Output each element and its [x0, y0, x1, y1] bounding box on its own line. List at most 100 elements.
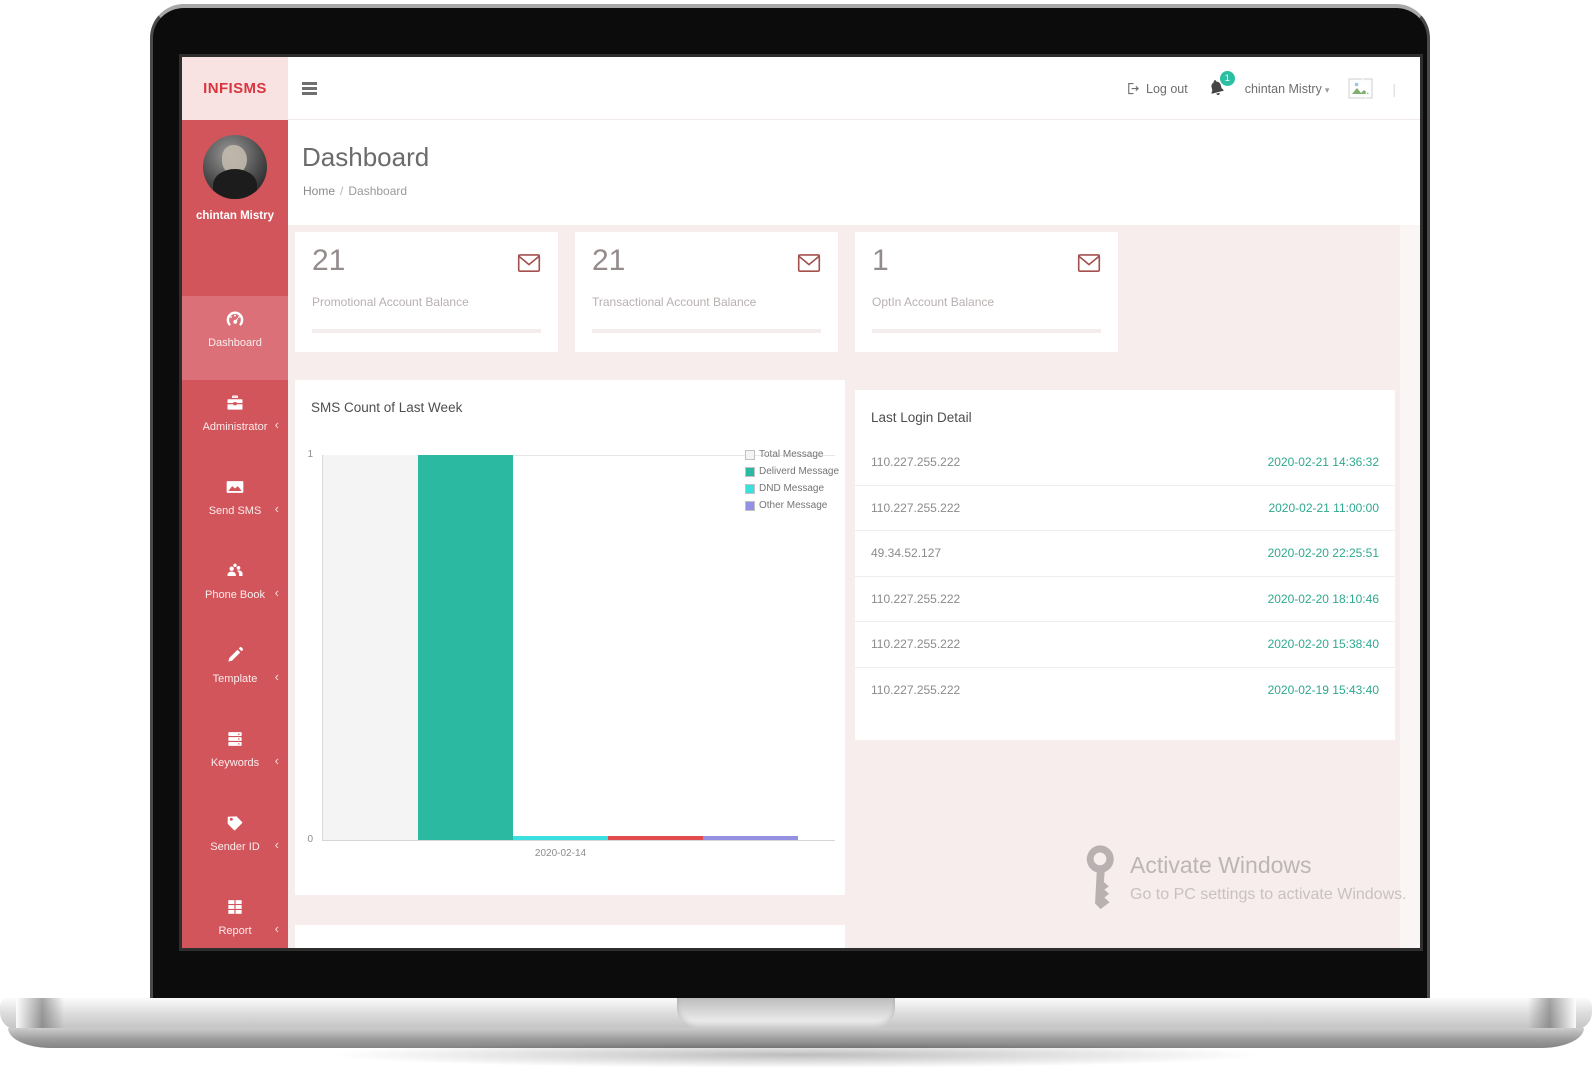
sidebar-item-administrator[interactable]: Administrator ‹	[182, 380, 288, 464]
brand-logo[interactable]: INFISMS	[182, 57, 288, 120]
notification-bell[interactable]: 1	[1207, 70, 1235, 100]
watermark-subtitle: Go to PC settings to activate Windows.	[1130, 886, 1407, 903]
login-row: 49.34.52.127 2020-02-20 22:25:51	[855, 531, 1395, 577]
legend-item-total-message[interactable]: Total Message	[745, 446, 839, 463]
legend-swatch	[745, 483, 755, 494]
sidebar-item-report[interactable]: Report ‹	[182, 884, 288, 948]
stat-card-value: 21	[592, 244, 626, 277]
legend-swatch	[745, 449, 755, 460]
sidebar-item-phone-book[interactable]: Phone Book ‹	[182, 548, 288, 632]
stat-card-transactional-account-balance: 21 Transactional Account Balance	[575, 232, 838, 352]
legend-item-dnd-message[interactable]: DND Message	[745, 480, 839, 497]
sidebar-item-sender-id[interactable]: Sender ID ‹	[182, 800, 288, 884]
y-tick-label: 0	[307, 834, 313, 845]
partial-card	[295, 925, 845, 948]
login-row: 110.227.255.222 2020-02-20 15:38:40	[855, 622, 1395, 668]
page-header: Dashboard Home / Dashboard	[288, 120, 1420, 225]
chart-bar-other-message	[703, 836, 798, 840]
login-ip: 110.227.255.222	[871, 500, 961, 515]
sidebar-item-dashboard[interactable]: Dashboard	[182, 296, 288, 380]
chevron-left-icon: ‹	[274, 417, 279, 432]
stat-card-progress-track	[592, 329, 821, 333]
topbar-divider: |	[1392, 80, 1396, 97]
login-row: 110.227.255.222 2020-02-21 14:36:32	[855, 440, 1395, 486]
login-row: 110.227.255.222 2020-02-19 15:43:40	[855, 668, 1395, 714]
key-icon	[1078, 844, 1122, 913]
sidebar-item-template[interactable]: Template ‹	[182, 632, 288, 716]
bell-icon	[1211, 79, 1224, 95]
x-tick-label: 2020-02-14	[534, 848, 587, 859]
sidebar-item-send-sms[interactable]: Send SMS ‹	[182, 464, 288, 548]
login-timestamp: 2020-02-20 18:10:46	[1267, 591, 1379, 606]
user-menu[interactable]: chintan Mistry ▾	[1245, 82, 1330, 96]
stat-card-optin-account-balance: 1 OptIn Account Balance	[855, 232, 1118, 352]
stat-card-label: OptIn Account Balance	[872, 295, 995, 309]
sidebar-item-label: Template	[212, 673, 258, 685]
sidebar-user-block: chintan Mistry	[182, 135, 288, 296]
briefcase-icon	[225, 393, 245, 416]
breadcrumb-separator: /	[340, 184, 344, 198]
legend-item-other-message[interactable]: Other Message	[745, 497, 839, 514]
login-ip: 110.227.255.222	[871, 455, 961, 470]
y-tick-label: 1	[307, 449, 313, 460]
sidebar-user-name: chintan Mistry	[196, 210, 274, 222]
server-icon	[225, 729, 245, 752]
login-rows: 110.227.255.222 2020-02-21 14:36:32 110.22…	[855, 440, 1395, 713]
breadcrumb: Home / Dashboard	[303, 184, 407, 198]
laptop-base-bottom	[8, 1028, 1584, 1048]
sidebar-item-label: Phone Book	[205, 589, 265, 601]
user-avatar	[203, 135, 267, 199]
gauge-icon	[225, 309, 245, 332]
envelope-outline-icon	[796, 250, 822, 279]
envelope-icon	[225, 477, 245, 500]
chevron-down-icon: ▾	[1324, 84, 1330, 95]
sms-chart-panel: SMS Count of Last Week 1 0 2020-02-14 Total…	[295, 380, 845, 895]
user-menu-label: chintan Mistry	[1244, 81, 1322, 96]
sidebar: INFISMS chintan Mistry Dashboard Administ…	[182, 57, 288, 948]
sidebar-item-label: Administrator	[202, 421, 268, 433]
table-icon	[225, 897, 245, 920]
chart-bar-unlabeled-red-series	[608, 836, 703, 840]
legend-item-deliverd-message[interactable]: Deliverd Message	[745, 463, 839, 480]
envelope-outline-icon	[516, 250, 542, 279]
legend-label: DND Message	[759, 483, 825, 494]
chart-legend: Total Message Deliverd Message DND Message…	[745, 446, 839, 514]
sidebar-item-label: Send SMS	[208, 505, 262, 517]
gridline-1	[322, 455, 835, 456]
broken-image-icon	[1348, 78, 1373, 99]
stat-card-progress-track	[312, 329, 541, 333]
sidebar-nav: Dashboard Administrator ‹ Send SMS ‹ Phone Bo…	[182, 296, 288, 948]
sidebar-item-keywords[interactable]: Keywords ‹	[182, 716, 288, 800]
chevron-left-icon: ‹	[274, 585, 279, 600]
sidebar-item-label: Keywords	[210, 757, 260, 769]
user-avatar-small[interactable]	[1348, 78, 1373, 99]
watermark-title: Activate Windows	[1130, 852, 1312, 878]
notification-badge: 1	[1219, 70, 1235, 86]
chevron-left-icon: ‹	[274, 669, 279, 684]
login-timestamp: 2020-02-19 15:43:40	[1267, 683, 1379, 698]
last-login-panel: Last Login Detail 110.227.255.222 2020-02…	[855, 390, 1395, 740]
app-window: INFISMS chintan Mistry Dashboard Administ…	[182, 57, 1420, 948]
page-title: Dashboard	[302, 142, 430, 172]
chevron-left-icon: ‹	[274, 501, 279, 516]
logout-button[interactable]: Log out	[1125, 81, 1188, 96]
legend-swatch	[745, 500, 755, 511]
chart-bar-deliverd-message	[418, 455, 513, 840]
tag-icon	[225, 813, 245, 836]
login-timestamp: 2020-02-20 15:38:40	[1267, 637, 1379, 652]
legend-label: Total Message	[759, 449, 824, 460]
hamburger-menu-icon[interactable]	[302, 82, 317, 97]
scrollbar-track[interactable]	[1400, 225, 1420, 948]
logout-label: Log out	[1146, 81, 1188, 96]
users-icon	[225, 561, 245, 584]
chart-plot: 1 0 2020-02-14 Total Message Deliverd Messag…	[295, 430, 845, 895]
sidebar-item-label: Dashboard	[208, 337, 262, 349]
login-ip: 110.227.255.222	[871, 683, 961, 698]
login-ip: 49.34.52.127	[871, 546, 942, 561]
login-row: 110.227.255.222 2020-02-20 18:10:46	[855, 577, 1395, 622]
topbar-right: Log out 1 chintan Mistry ▾ |	[1125, 57, 1396, 120]
breadcrumb-home-link[interactable]: Home	[303, 184, 336, 198]
sidebar-item-label: Report	[218, 925, 252, 937]
stat-card-promotional-account-balance: 21 Promotional Account Balance	[295, 232, 558, 352]
